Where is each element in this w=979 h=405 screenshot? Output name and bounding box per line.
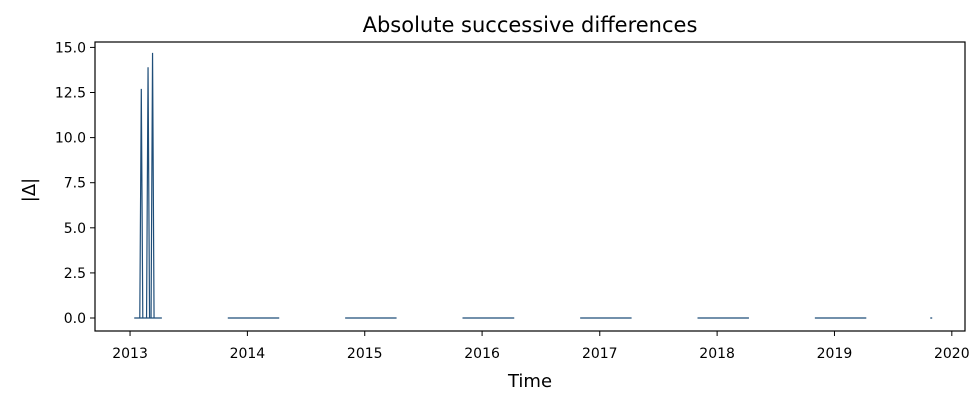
x-tick-label: 2019	[817, 346, 853, 362]
x-axis: 2013 2014 2015 2016 2017 2018 2019 2020	[112, 331, 970, 362]
y-tick-label: 15.0	[55, 40, 86, 56]
y-tick-label: 12.5	[55, 86, 86, 102]
y-axis: 0.0 2.5 5.0 7.5 10.0 12.5 15.0	[55, 40, 95, 327]
y-tick-label: 7.5	[64, 176, 86, 192]
x-tick-label: 2016	[464, 346, 500, 362]
data-series	[134, 52, 933, 319]
x-tick-label: 2013	[112, 346, 148, 362]
y-tick-label: 0.0	[64, 311, 86, 327]
y-tick-label: 2.5	[64, 266, 86, 282]
spike-line	[139, 88, 144, 319]
x-tick-label: 2018	[699, 346, 735, 362]
x-tick-label: 2015	[347, 346, 383, 362]
spike-line	[145, 67, 151, 319]
spike-line	[150, 52, 155, 319]
x-axis-label: Time	[507, 371, 552, 392]
chart-title: Absolute successive differences	[363, 13, 698, 37]
x-tick-label: 2014	[230, 346, 266, 362]
y-tick-label: 10.0	[55, 131, 86, 147]
x-tick-label: 2020	[934, 346, 970, 362]
plot-area	[94, 41, 966, 332]
x-tick-label: 2017	[582, 346, 618, 362]
y-tick-label: 5.0	[64, 221, 86, 237]
y-axis-label: |Δ|	[19, 178, 40, 202]
